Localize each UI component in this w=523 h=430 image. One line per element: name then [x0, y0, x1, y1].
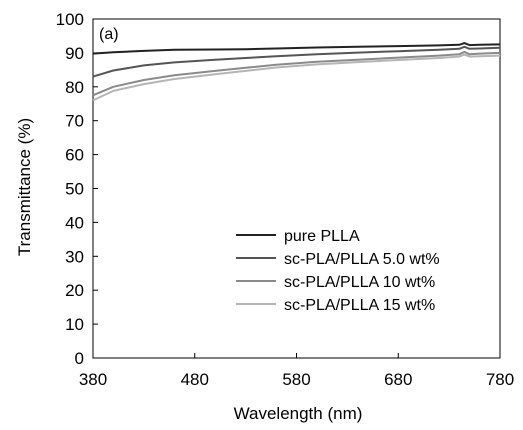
axes: 0 10 20 30 40 50 60 70 80 90 100 380 480 580 680 780: [56, 10, 515, 389]
x-axis-title: Wavelength (nm): [234, 404, 363, 423]
x-tick-label: 680: [384, 370, 412, 389]
y-tick-label: 40: [65, 213, 84, 232]
y-tick-label: 10: [65, 315, 84, 334]
legend-label: sc-PLA/PLLA 10 wt%: [284, 274, 435, 291]
y-tick-label: 20: [65, 281, 84, 300]
legend: pure PLLA sc-PLA/PLLA 5.0 wt% sc-PLA/PLLA …: [236, 228, 440, 314]
legend-label: sc-PLA/PLLA 5.0 wt%: [284, 251, 440, 268]
series-line-0: [92, 42, 501, 55]
y-tick-label: 90: [65, 44, 84, 63]
y-tick-label: 0: [75, 349, 84, 368]
y-tick-label: 80: [65, 78, 84, 97]
legend-label: sc-PLA/PLLA 15 wt%: [284, 297, 435, 314]
y-tick-label: 50: [65, 180, 84, 199]
y-tick-label: 70: [65, 112, 84, 131]
x-tick-label: 380: [79, 370, 107, 389]
series-line-1: [92, 45, 501, 78]
x-tick-label: 480: [181, 370, 209, 389]
y-tick-label: 60: [65, 146, 84, 165]
x-tick-label: 780: [486, 370, 514, 389]
plot-lines: [92, 42, 501, 102]
y-axis-title: Transmittance (%): [15, 118, 34, 256]
panel-label: (a): [99, 26, 119, 43]
y-tick-label: 30: [65, 247, 84, 266]
legend-label: pure PLLA: [284, 228, 360, 245]
series-line-2: [92, 50, 501, 97]
y-tick-label: 100: [56, 10, 84, 29]
series-line-3: [92, 53, 501, 102]
x-tick-label: 580: [282, 370, 310, 389]
